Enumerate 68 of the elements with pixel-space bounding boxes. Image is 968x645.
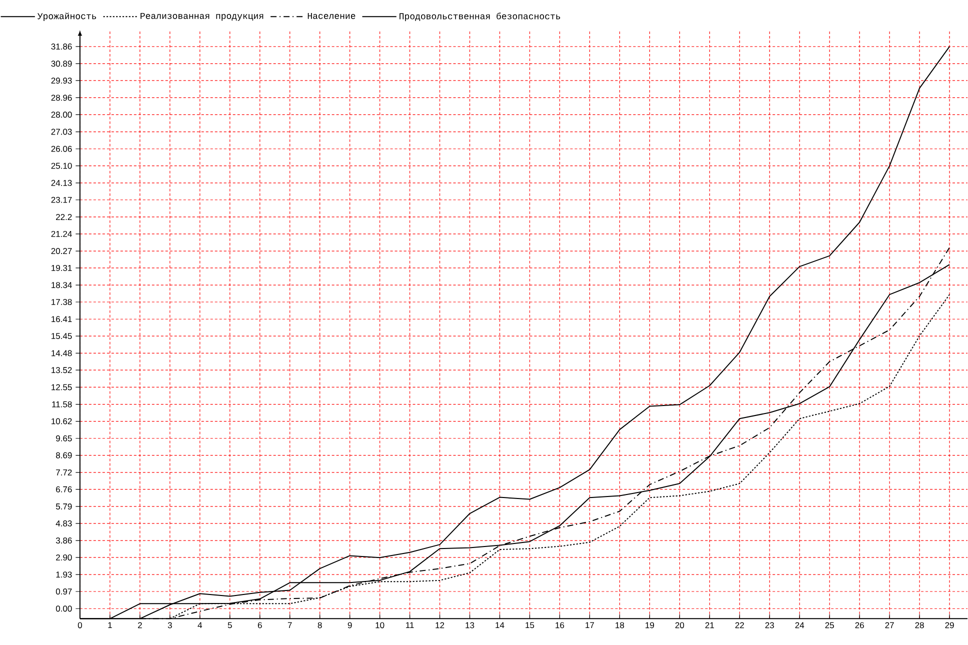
x-tick-label: 1 (108, 622, 112, 628)
x-tick-label: 16 (556, 622, 564, 628)
legend-label: Урожайность (38, 12, 96, 22)
x-tick-label: 23 (765, 622, 774, 628)
y-tick-label: 18.34 (52, 282, 72, 288)
x-tick-label: 9 (348, 622, 352, 628)
x-tick-label: 21 (705, 622, 714, 628)
y-tick-label: 8.69 (56, 452, 72, 458)
y-tick-label: 11.58 (52, 402, 72, 408)
y-tick-label: 4.83 (56, 520, 72, 527)
y-tick-label: 6.76 (56, 486, 72, 493)
x-tick-label: 6 (258, 622, 262, 628)
y-tick-label: 15.45 (52, 333, 72, 340)
y-tick-label: 0.97 (56, 588, 72, 595)
y-tick-label: 30.89 (51, 60, 72, 67)
y-tick-label: 10.62 (52, 418, 72, 424)
x-tick-label: 24 (795, 622, 804, 628)
y-tick-label: 14.48 (52, 350, 72, 356)
x-tick-label: 11 (406, 622, 414, 628)
x-tick-label: 10 (376, 622, 384, 628)
y-tick-label: 26.06 (51, 146, 72, 152)
y-tick-label: 28.96 (51, 94, 72, 101)
y-tick-label: 17.38 (52, 299, 72, 306)
x-tick-label: 29 (945, 622, 954, 628)
y-tick-label: 28.00 (51, 112, 72, 118)
y-tick-label: 25.10 (51, 162, 72, 169)
y-tick-label: 29.93 (51, 78, 72, 84)
y-tick-label: 23.17 (51, 197, 72, 204)
x-tick-label: 14 (496, 622, 504, 628)
x-tick-label: 25 (825, 622, 834, 628)
y-tick-label: 5.79 (56, 504, 72, 510)
y-tick-label: 13.52 (52, 367, 72, 374)
x-tick-label: 13 (466, 622, 474, 628)
x-tick-label: 22 (735, 622, 744, 628)
y-tick-label: 1.93 (56, 572, 72, 578)
y-tick-label: 20.27 (51, 248, 72, 254)
x-tick-label: 27 (885, 622, 894, 628)
x-tick-label: 5 (228, 622, 232, 628)
x-tick-label: 19 (646, 622, 654, 628)
x-tick-label: 12 (436, 622, 444, 628)
y-tick-label: 3.86 (56, 538, 72, 544)
y-tick-label: 2.90 (56, 554, 72, 561)
legend-label: Население (308, 13, 356, 20)
y-tick-label: 7.72 (56, 470, 72, 476)
x-tick-label: 15 (526, 622, 534, 628)
legend-label: Реализованная продукция (140, 13, 264, 21)
x-tick-label: 0 (78, 622, 82, 628)
y-tick-label: 12.55 (52, 384, 72, 390)
x-tick-label: 20 (675, 622, 684, 628)
y-tick-label: 27.03 (51, 128, 72, 135)
y-tick-label: 9.65 (56, 436, 72, 442)
x-tick-label: 8 (318, 622, 322, 628)
x-tick-label: 3 (168, 622, 172, 628)
y-tick-label: 31.86 (51, 44, 72, 50)
legend-label: Продовольственная безопасность (400, 12, 560, 22)
x-tick-label: 7 (288, 622, 292, 628)
x-tick-label: 17 (586, 622, 594, 628)
y-tick-label: 0.00 (56, 606, 72, 612)
x-tick-label: 4 (198, 622, 202, 628)
x-tick-label: 2 (138, 622, 142, 628)
x-tick-label: 28 (915, 622, 924, 628)
y-tick-label: 24.13 (51, 180, 72, 186)
x-tick-label: 26 (855, 622, 864, 628)
y-tick-label: 16.41 (52, 316, 72, 322)
y-tick-label: 21.24 (51, 231, 72, 238)
y-tick-label: 22.2 (56, 214, 72, 220)
y-tick-label: 19.31 (52, 265, 72, 272)
x-tick-label: 18 (616, 622, 624, 628)
